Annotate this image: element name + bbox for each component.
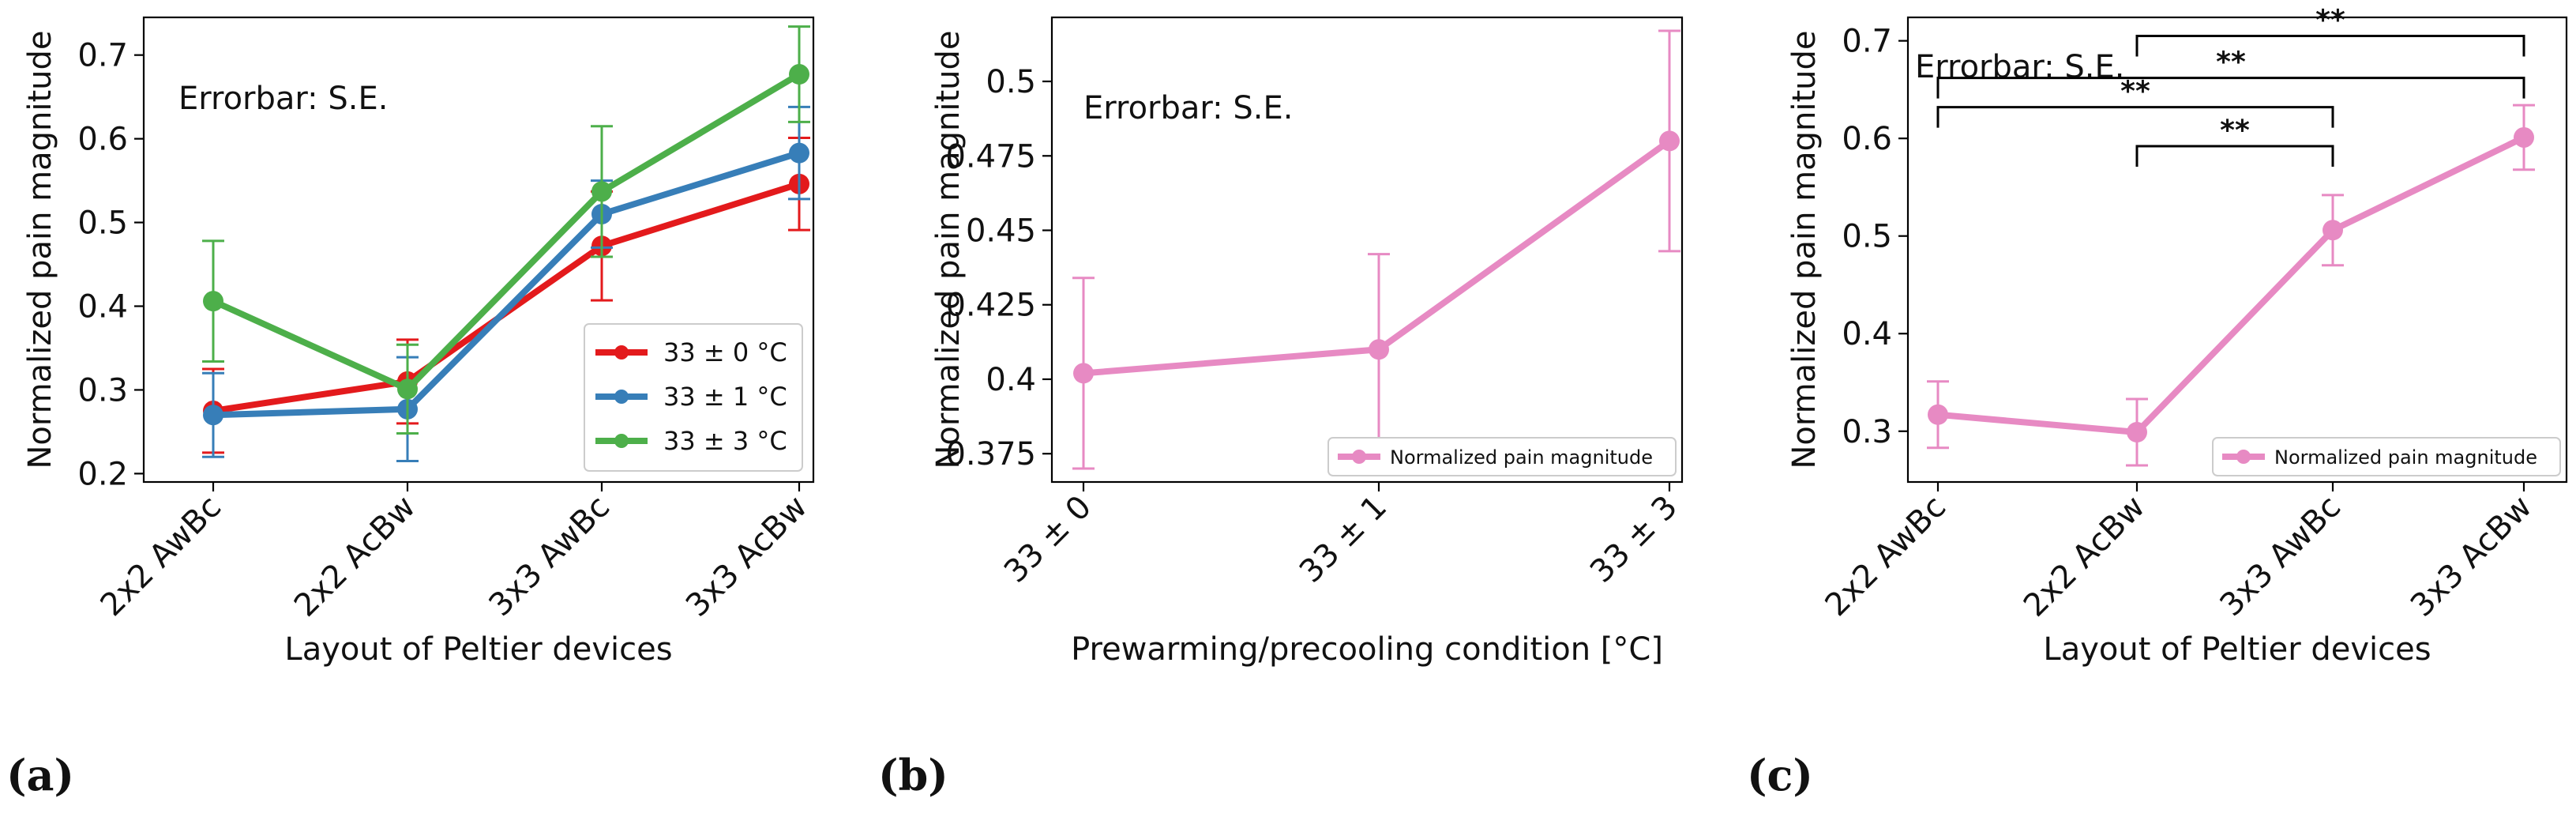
legend-swatch-marker	[614, 434, 629, 448]
significance-bracket	[1936, 106, 2334, 128]
legend-label: Normalized pain magnitude	[2274, 446, 2537, 469]
legend-label: 33 ± 3 °C	[663, 426, 787, 456]
panel-a-plot: 0.2 0.3 0.4 0.5 0.6 0.7 2x2 AwBc 2x2 AcBw 3x3 Aw…	[22, 16, 815, 668]
y-tick-label: 0.3	[1842, 414, 1892, 450]
panel-label-b: (b)	[878, 750, 948, 800]
data-point	[1928, 404, 1948, 425]
x-tick-label: 3x3 AcBw	[679, 489, 814, 624]
y-tick-label: 0.2	[77, 456, 128, 492]
y-tick-label: 0.3	[77, 372, 128, 408]
legend-swatch-marker	[614, 345, 629, 360]
data-point	[1659, 130, 1680, 152]
series-line	[212, 149, 801, 419]
series-line	[1937, 134, 2525, 435]
panel-a-y-axis-label: Normalized pain magnitude	[22, 31, 58, 469]
significance-label: **	[2220, 115, 2250, 147]
x-tick-label: 33 ± 3	[1583, 489, 1684, 590]
panel-c-axes-frame	[1906, 16, 2568, 484]
y-tick-label: 0.45	[966, 213, 1036, 250]
panel-label-c: (c)	[1747, 750, 1813, 800]
significance-label: **	[2120, 76, 2150, 108]
panel-b-y-axis-label: Normalized pain magnitude	[930, 31, 967, 469]
y-tick-label: 0.7	[1842, 24, 1892, 60]
y-tick-label: 0.375	[945, 436, 1036, 473]
data-point	[2127, 422, 2147, 442]
y-tick-label: 0.475	[945, 138, 1036, 175]
x-tick-label: 33 ± 0	[997, 489, 1098, 590]
y-tick-label: 0.6	[77, 122, 128, 158]
panel-b-errorbar-note: Errorbar: S.E.	[1083, 90, 1293, 126]
y-tick-label: 0.425	[945, 288, 1036, 324]
x-tick-label: 3x3 AwBc	[483, 489, 618, 624]
panel-c-series-0	[1927, 104, 2535, 467]
panel-a-legend: 33 ± 0 °C 33 ± 1 °C 33 ± 3 °C	[584, 323, 803, 472]
data-point	[397, 378, 418, 400]
y-tick-label: 0.6	[1842, 121, 1892, 157]
data-point	[2323, 220, 2343, 241]
legend-swatch-marker	[2236, 450, 2251, 464]
series-line	[1083, 138, 1672, 377]
data-point	[2514, 126, 2534, 148]
legend-label: 33 ± 1 °C	[663, 382, 787, 412]
panel-c-legend: Normalized pain magnitude	[2212, 437, 2561, 476]
panel-a-errorbar-note: Errorbar: S.E.	[178, 81, 388, 117]
data-point	[789, 64, 809, 85]
y-tick-label: 0.5	[1842, 219, 1892, 255]
data-point	[789, 142, 809, 164]
data-point	[203, 291, 223, 312]
x-tick-label: 2x2 AcBw	[287, 489, 422, 624]
x-tick-label: 33 ± 1	[1293, 489, 1394, 590]
panel-a-x-axis-label: Layout of Peltier devices	[284, 631, 672, 668]
panel-a-series-2	[202, 25, 810, 435]
significance-bracket	[2135, 145, 2334, 168]
significance-label: **	[2216, 47, 2246, 79]
panel-b-plot: 0.375 0.4 0.425 0.45 0.475 0.5 33 ± 0 33 ± 1 33 …	[930, 16, 1684, 668]
x-tick-label: 2x2 AwBc	[1819, 489, 1954, 624]
legend-frame	[1327, 437, 1677, 476]
significance-bracket	[2135, 34, 2525, 57]
legend-frame	[584, 323, 803, 472]
panel-a-axes-frame	[142, 16, 815, 484]
panel-b-legend: Normalized pain magnitude	[1327, 437, 1677, 476]
panel-c-x-axis-label: Layout of Peltier devices	[2043, 631, 2431, 668]
legend-label: Normalized pain magnitude	[1390, 446, 1653, 469]
y-tick-label: 0.5	[986, 64, 1036, 100]
data-point	[203, 405, 223, 426]
panel-c-plot: 0.3 0.4 0.5 0.6 0.7 2x2 AwBc 2x2 AcBw 3x3 AwBc 3…	[1786, 4, 2568, 668]
significance-bracket	[1936, 77, 2525, 99]
data-point	[591, 181, 612, 202]
x-tick-label: 3x3 AwBc	[2214, 489, 2349, 624]
panel-label-a: (a)	[6, 750, 74, 800]
panel-c-y-axis-label: Normalized pain magnitude	[1786, 31, 1823, 469]
x-tick-label: 3x3 AcBw	[2404, 489, 2539, 624]
x-tick-label: 2x2 AwBc	[94, 489, 229, 624]
series-line	[212, 71, 802, 393]
y-tick-label: 0.4	[77, 289, 128, 326]
legend-label: 33 ± 0 °C	[663, 337, 787, 367]
panel-a-series-1	[202, 105, 810, 463]
panel-b-axes-frame	[1050, 16, 1684, 484]
panel-c-errorbar-note: Errorbar: S.E.	[1915, 49, 2124, 85]
y-tick-label: 0.5	[77, 205, 128, 242]
significance-label: **	[2315, 4, 2345, 36]
y-tick-label: 0.4	[986, 362, 1036, 398]
legend-swatch-marker	[614, 390, 629, 404]
y-tick-label: 0.4	[1842, 316, 1892, 352]
data-point	[1369, 339, 1389, 360]
y-tick-label: 0.7	[77, 38, 128, 74]
legend-frame	[2212, 437, 2561, 476]
panel-b-series-0	[1072, 29, 1680, 470]
data-point	[1073, 363, 1094, 384]
panel-b-x-axis-label: Prewarming/precooling condition [°C]	[1071, 631, 1663, 668]
legend-swatch-marker	[1352, 450, 1366, 464]
x-tick-label: 2x2 AcBw	[2017, 489, 2152, 624]
